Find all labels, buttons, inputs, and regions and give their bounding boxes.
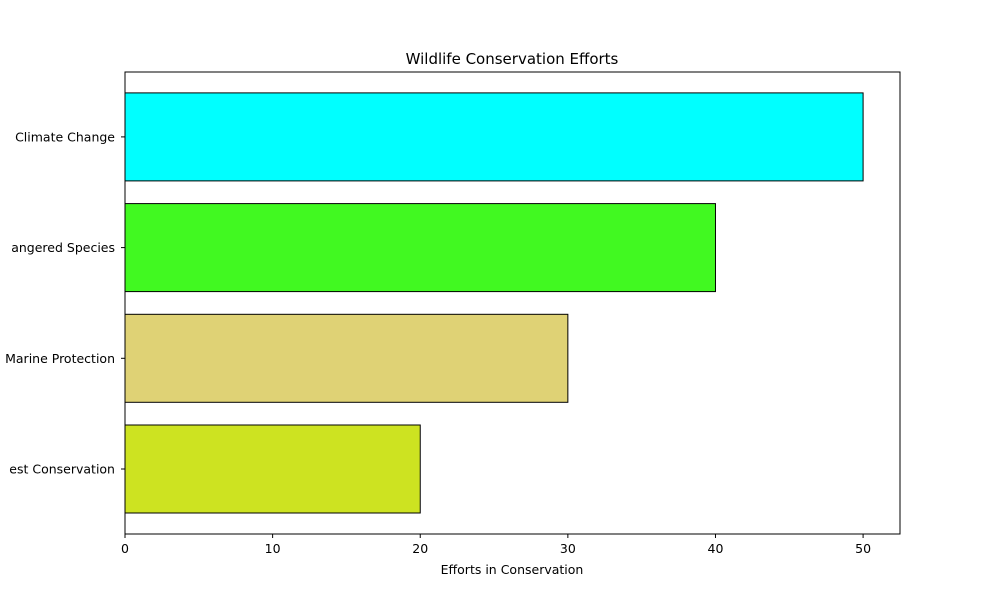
bar [124,424,421,514]
bars-layer [124,92,864,514]
chart-title: Wildlife Conservation Efforts [406,50,619,68]
x-tick-label: 40 [708,541,724,556]
y-axis-ticks: est Conservation Marine Protection angered… [5,129,125,477]
y-tick-label: Marine Protection [5,351,115,366]
bar [124,92,864,182]
bar [124,203,716,293]
y-tick-label: est Conservation [9,462,115,477]
plot-frame [124,71,901,535]
x-tick-label: 20 [412,541,428,556]
y-tick-label: angered Species [11,240,115,255]
x-axis-ticks: 0 10 20 30 40 50 [121,534,871,556]
x-tick-label: 0 [121,541,129,556]
x-tick-label: 10 [265,541,281,556]
x-tick-label: 50 [855,541,871,556]
y-tick-label: Climate Change [15,129,115,144]
x-tick-label: 30 [560,541,576,556]
x-axis-label: Efforts in Conservation [441,562,584,577]
bar [124,313,569,403]
